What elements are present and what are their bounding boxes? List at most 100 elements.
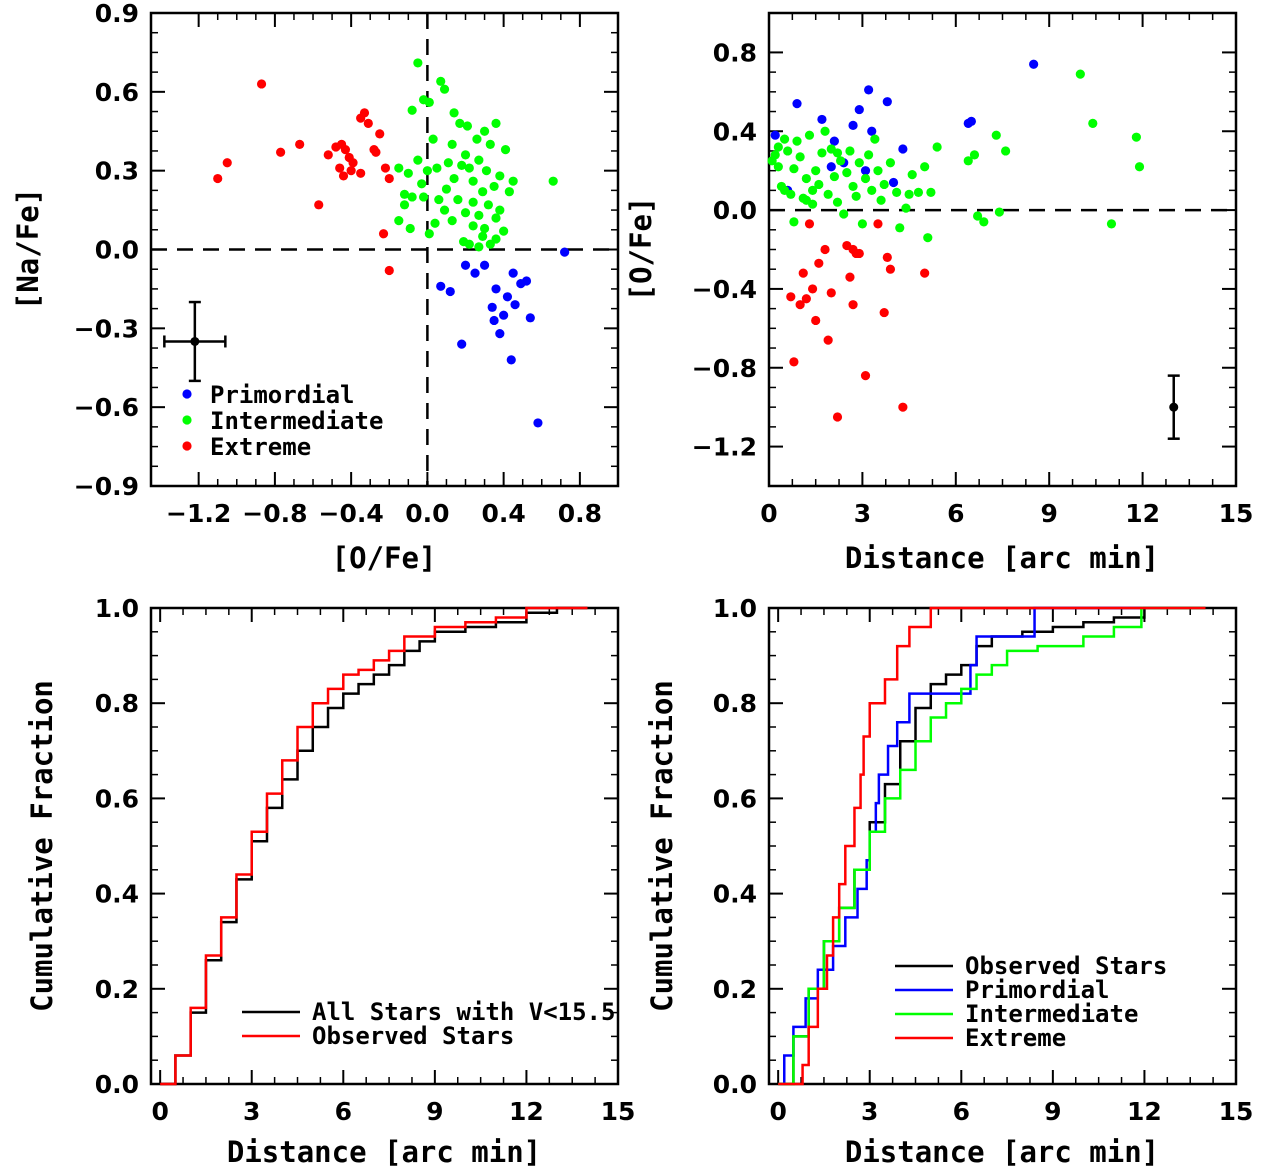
data-point — [495, 171, 505, 181]
y-tick-label: −0.3 — [74, 314, 139, 343]
data-point — [434, 194, 444, 205]
data-point — [447, 139, 457, 149]
data-point — [380, 163, 391, 173]
data-point — [502, 292, 513, 302]
y-tick-label: 1.0 — [95, 594, 139, 623]
y-tick-label: 0.0 — [713, 1070, 757, 1099]
data-point — [403, 168, 413, 178]
data-point — [439, 205, 450, 215]
data-point — [801, 294, 811, 304]
data-point — [966, 116, 976, 126]
x-axis-label: Distance [arc min] — [845, 541, 1159, 575]
x-axis-label: Distance [arc min] — [227, 1135, 541, 1169]
data-point — [468, 176, 478, 186]
data-point — [898, 144, 908, 154]
data-point — [795, 300, 805, 310]
legend-label: Primordial — [965, 976, 1110, 1004]
data-point — [801, 173, 811, 184]
data-point — [481, 166, 492, 176]
data-point — [832, 197, 843, 207]
data-point — [783, 146, 793, 156]
data-point — [854, 248, 864, 259]
data-point — [926, 187, 936, 197]
x-tick-label: −1.2 — [166, 499, 231, 528]
data-point — [873, 166, 883, 176]
data-point — [876, 195, 886, 205]
data-point — [994, 207, 1004, 217]
x-tick-label: 9 — [426, 1097, 443, 1126]
data-point — [407, 192, 417, 202]
data-point — [920, 268, 930, 278]
data-point — [491, 234, 501, 244]
y-axis-label: Cumulative Fraction — [25, 680, 59, 1012]
data-point — [516, 279, 526, 289]
data-point — [854, 158, 864, 168]
data-point — [460, 208, 471, 218]
y-tick-label: 0.6 — [95, 78, 139, 107]
y-tick-label: −0.4 — [692, 275, 757, 304]
data-point — [314, 200, 324, 210]
data-point — [295, 139, 305, 149]
cumulative-line — [778, 606, 1206, 1086]
y-axis-label: [Na/Fe] — [11, 188, 45, 310]
data-point — [489, 181, 499, 192]
data-point — [499, 226, 509, 236]
x-tick-label: 9 — [1044, 1097, 1061, 1126]
data-point — [826, 162, 836, 172]
y-axis-label: Cumulative Fraction — [645, 680, 679, 1012]
cumulative-line — [160, 606, 588, 1086]
legend-label: Extreme — [210, 433, 311, 461]
y-tick-label: 0.6 — [95, 784, 139, 813]
data-point — [879, 307, 889, 318]
y-tick-label: 0.4 — [713, 117, 757, 146]
data-point — [907, 170, 917, 180]
data-point — [256, 79, 267, 89]
x-tick-label: 15 — [601, 1097, 636, 1126]
y-tick-label: 0.8 — [713, 38, 757, 67]
data-point — [213, 173, 223, 184]
data-point — [804, 219, 815, 229]
data-point — [335, 163, 345, 173]
y-tick-label: 0.8 — [95, 689, 139, 718]
data-point — [882, 252, 892, 262]
data-point — [457, 160, 467, 171]
data-point — [913, 187, 924, 197]
y-tick-label: −1.2 — [692, 433, 757, 462]
data-point — [491, 284, 501, 294]
data-point — [845, 146, 855, 156]
data-point — [443, 158, 453, 168]
x-tick-label: 12 — [1127, 1097, 1162, 1126]
data-point — [807, 284, 818, 294]
legend-label: Intermediate — [210, 407, 383, 435]
chart-oFe-vs-distance: 0 3 6 9 12 15 −1.2 −0.8 −0.4 0.0 0.4 0.8 Distance [a… — [624, 11, 1253, 575]
data-point — [500, 145, 511, 155]
y-tick-label: 0.0 — [713, 196, 757, 225]
x-tick-label: 15 — [1219, 1097, 1254, 1126]
data-point — [525, 313, 535, 323]
y-tick-label: 0.3 — [95, 157, 139, 186]
data-point — [363, 118, 373, 128]
data-point — [483, 200, 493, 210]
data-point — [779, 185, 790, 195]
data-point — [811, 315, 821, 326]
cumulative-line — [778, 606, 1206, 1086]
data-point — [508, 176, 518, 186]
data-point — [510, 300, 520, 310]
data-point — [489, 315, 499, 326]
x-tick-label: −0.8 — [242, 499, 307, 528]
data-point — [851, 191, 861, 201]
series-extreme — [213, 79, 394, 276]
x-tick-label: 3 — [861, 1097, 878, 1126]
data-point — [842, 168, 852, 178]
data-point — [1001, 146, 1011, 156]
x-tick-label: 0.0 — [405, 499, 449, 528]
series-primordial — [436, 247, 570, 428]
series-extreme — [786, 219, 930, 422]
data-point — [460, 260, 471, 270]
data-point — [786, 292, 796, 302]
data-point — [972, 211, 983, 221]
legend-label: All Stars with V<15.5 — [312, 998, 615, 1026]
chart-cumfrac-groups: 0 3 6 9 12 15 0.0 0.2 0.4 0.6 0.8 1.0 Distance [arc … — [645, 594, 1253, 1169]
data-point — [338, 171, 349, 181]
